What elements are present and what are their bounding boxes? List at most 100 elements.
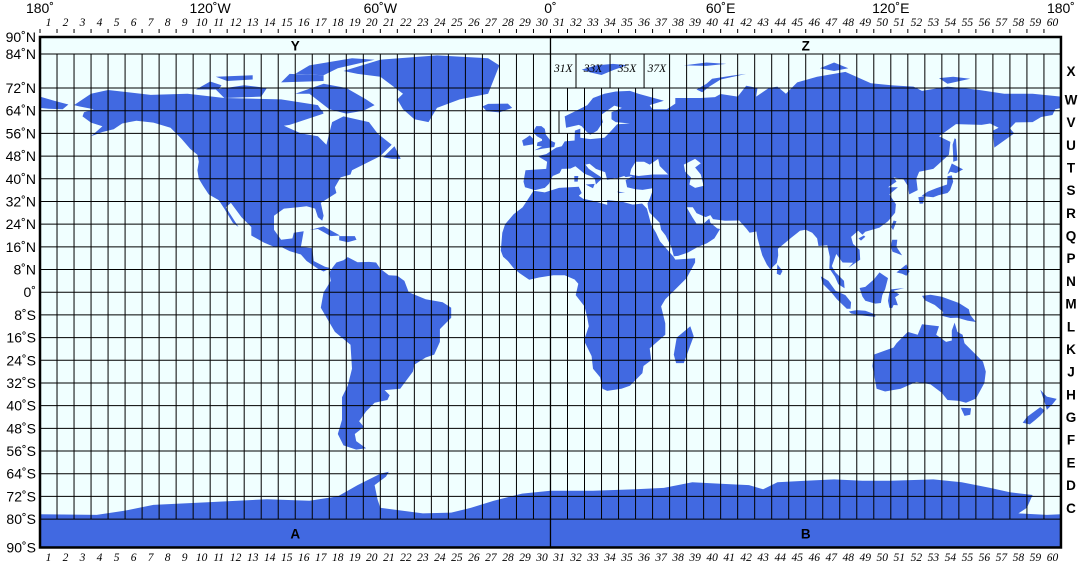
map-frame (38, 35, 1063, 549)
map-labels: 180˚ 120˚W 60˚W 0˚ 60˚E 120˚E 180˚90˚N84˚N72˚N… (6, 0, 1078, 564)
zone-number-bottom: 19 (349, 552, 361, 564)
zone-number-bottom: 2 (63, 552, 69, 564)
zone-number-top: 15 (281, 17, 293, 29)
land-greenland (343, 55, 500, 123)
zone-number-top: 26 (468, 17, 480, 29)
longitude-label: 180˚ (1047, 0, 1075, 16)
zone-number-bottom: 39 (688, 552, 701, 564)
land-masses (40, 55, 1061, 548)
zone-number-top: 29 (519, 17, 531, 29)
land-severnaya-zemlya (819, 62, 849, 71)
latitude-label: 48˚S (6, 420, 36, 436)
land-melville-island (215, 75, 253, 81)
zone-number-top: 11 (213, 17, 224, 29)
zone-number-top: 20 (366, 17, 378, 29)
zone-number-top: 18 (332, 17, 344, 29)
zone-number-top: 49 (860, 17, 872, 29)
utm-grid-lines (40, 37, 1061, 548)
zone-number-top: 28 (502, 17, 514, 29)
longitude-label: 0˚ (544, 0, 556, 16)
band-letter: C (1066, 501, 1076, 516)
zone-number-top: 40 (706, 17, 718, 29)
polar-zone-label: Y (291, 39, 300, 54)
zone-number-top: 23 (417, 17, 429, 29)
latitude-label: 56˚N (6, 125, 36, 141)
zone-number-top: 36 (637, 17, 650, 29)
band-letter: J (1067, 365, 1075, 380)
zone-number-top: 10 (196, 17, 208, 29)
band-letter: T (1067, 160, 1076, 175)
zone-number-top: 38 (671, 17, 684, 29)
zone-number-top: 52 (911, 17, 923, 29)
land-hainan (858, 235, 866, 241)
zone-number-bottom: 11 (213, 552, 224, 564)
zone-number-bottom: 16 (298, 552, 310, 564)
band-letter: L (1067, 319, 1075, 334)
zone-number-top: 50 (877, 17, 889, 29)
zone-number-top: 39 (688, 17, 701, 29)
zone-number-bottom: 9 (182, 552, 188, 564)
land-luzon (890, 239, 903, 256)
zone-number-bottom: 20 (366, 552, 378, 564)
zone-number-top: 7 (148, 17, 155, 29)
band-letter: F (1067, 433, 1075, 448)
zone-number-bottom: 26 (468, 552, 480, 564)
zone-number-bottom: 55 (962, 552, 974, 564)
zone-number-top: 54 (945, 17, 957, 29)
land-africa (500, 186, 696, 391)
latitude-label: 80˚S (6, 511, 36, 527)
zone-number-bottom: 41 (723, 552, 735, 564)
zone-number-top: 60 (1047, 17, 1059, 29)
band-letter: D (1066, 478, 1076, 493)
land-iceland (482, 103, 513, 113)
land-baffin-island (295, 83, 375, 114)
zone-number-bottom: 8 (165, 552, 171, 564)
zone-number-top: 31 (552, 17, 565, 29)
zone-number-bottom: 58 (1013, 552, 1025, 564)
zone-number-top: 56 (979, 17, 991, 29)
zone-number-bottom: 5 (114, 552, 120, 564)
zone-number-bottom: 44 (774, 552, 786, 564)
band-letter: P (1066, 251, 1075, 266)
land-franz-josef-land (683, 62, 727, 66)
zone-number-bottom: 25 (451, 552, 463, 564)
latitude-label: 84˚N (6, 46, 36, 62)
zone-number-bottom: 34 (603, 552, 616, 564)
zone-number-top: 6 (131, 17, 137, 29)
zone-number-top: 19 (349, 17, 361, 29)
zone-number-top: 33 (586, 17, 599, 29)
latitude-label: 48˚N (6, 148, 36, 164)
zone-number-bottom: 1 (46, 552, 52, 564)
zone-number-bottom: 47 (825, 552, 838, 564)
zone-number-top: 3 (79, 17, 86, 29)
zone-number-bottom: 23 (417, 552, 429, 564)
exception-zone-label: 37X (647, 63, 668, 75)
latitude-label: 24˚S (6, 352, 36, 368)
band-letter: E (1066, 455, 1075, 470)
band-letter: R (1066, 206, 1076, 221)
water-caspian-sea (683, 158, 704, 188)
zone-number-top: 2 (63, 17, 69, 29)
longitude-label: 60˚W (364, 0, 398, 16)
zone-number-bottom: 6 (131, 552, 137, 564)
zone-number-bottom: 18 (332, 552, 344, 564)
band-letter: V (1066, 115, 1075, 130)
zone-number-bottom: 28 (502, 552, 514, 564)
zone-number-top: 34 (603, 17, 616, 29)
land-ellesmere-island (295, 58, 375, 76)
band-letter: G (1066, 410, 1077, 425)
zone-number-top: 4 (97, 17, 103, 29)
band-letter: X (1066, 64, 1075, 79)
zone-number-bottom: 60 (1047, 552, 1059, 564)
polar-zone-label: Z (802, 39, 810, 54)
land-tasmania (960, 407, 972, 416)
zone-number-bottom: 51 (894, 552, 906, 564)
zone-number-top: 35 (620, 17, 633, 29)
latitude-label: 90˚N (6, 29, 36, 45)
polar-zone-label: B (801, 526, 811, 541)
land-crete (617, 191, 626, 193)
zone-number-bottom: 7 (148, 552, 155, 564)
zone-number-bottom: 22 (400, 552, 412, 564)
land-mindanao (896, 264, 910, 276)
